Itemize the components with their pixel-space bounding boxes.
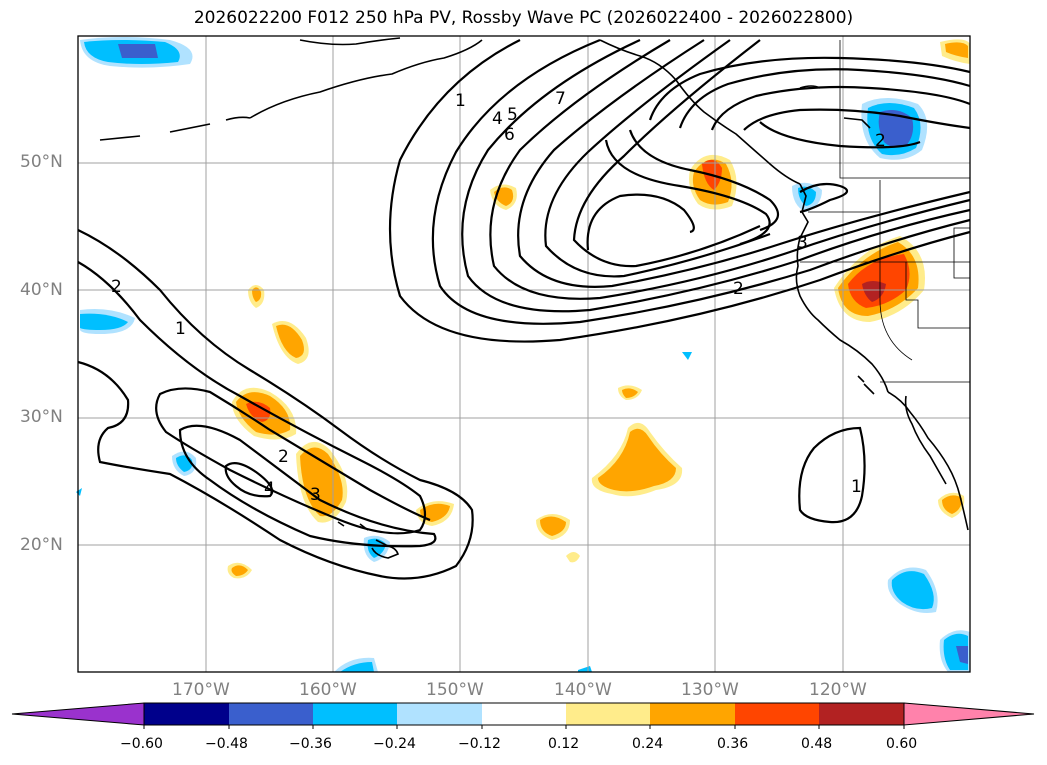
- contour-label: 3: [797, 233, 808, 253]
- colorbar-tick-label: 0.60: [886, 736, 918, 752]
- contour-label: 2: [111, 277, 122, 297]
- rossby-contours: [77, 38, 971, 580]
- contour-label: 6: [504, 125, 515, 145]
- contour-label: 3: [310, 485, 321, 505]
- lon-label-120w: 120°W: [809, 680, 867, 700]
- colorbar-tick-label: −0.60: [120, 736, 163, 752]
- lat-label-30n: 30°N: [20, 407, 63, 427]
- lon-label-160w: 160°W: [299, 680, 357, 700]
- colorbar: [11, 702, 1035, 729]
- contour-label: 2: [875, 131, 886, 151]
- map-frame: [77, 35, 971, 673]
- colorbar-tick-label: −0.24: [373, 736, 416, 752]
- colorbar-extend-max: [903, 702, 1035, 726]
- lon-label-140w: 140°W: [554, 680, 612, 700]
- lon-label-150w: 150°W: [426, 680, 484, 700]
- lat-label-40n: 40°N: [20, 280, 63, 300]
- colorbar-extend-min: [11, 702, 145, 726]
- lon-label-130w: 130°W: [681, 680, 739, 700]
- colorbar-tick-label: 0.12: [548, 736, 580, 752]
- lon-label-170w: 170°W: [172, 680, 230, 700]
- colorbar-tick-label: 0.48: [801, 736, 833, 752]
- map-title: 2026022200 F012 250 hPa PV, Rossby Wave …: [193, 8, 854, 28]
- colorbar-tick-label: −0.48: [205, 736, 248, 752]
- contour-label: 4: [492, 109, 503, 129]
- lat-label-20n: 20°N: [20, 535, 63, 555]
- contour-label: 4: [264, 479, 275, 499]
- contour-label: 1: [851, 477, 862, 497]
- colorbar-tick-label: 0.24: [632, 736, 664, 752]
- contour-label: 7: [555, 89, 566, 109]
- contour-labels: 1 4 5 6 7 2 3 2 1 2 4 3 2 1: [111, 89, 886, 505]
- coastlines: [99, 37, 969, 559]
- colorbar-tick-label: 0.36: [717, 736, 749, 752]
- lat-label-50n: 50°N: [20, 152, 63, 172]
- graticule: [78, 36, 970, 672]
- colorbar-tick-label: −0.36: [289, 736, 332, 752]
- colorbar-tick-label: −0.12: [458, 736, 501, 752]
- pv-patches: [76, 37, 970, 672]
- contour-label: 1: [175, 319, 186, 339]
- contour-label: 1: [455, 91, 466, 111]
- contour-label: 2: [733, 279, 744, 299]
- contour-label: 2: [278, 447, 289, 467]
- contour-label: 5: [507, 105, 518, 125]
